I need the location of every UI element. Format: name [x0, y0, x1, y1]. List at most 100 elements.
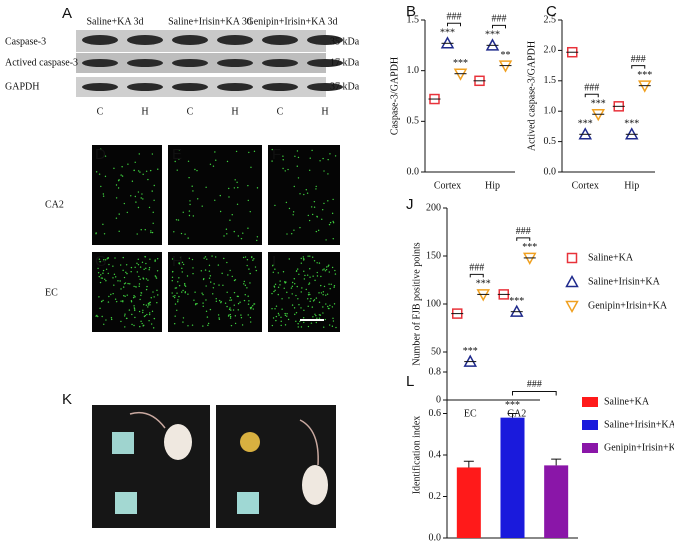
stain-dot: [273, 290, 275, 293]
stain-dot: [287, 168, 289, 171]
stain-dot: [144, 314, 147, 317]
stain-dot: [325, 239, 327, 241]
stain-dot: [98, 296, 100, 298]
stain-dot: [130, 271, 132, 273]
stain-dot: [285, 201, 288, 204]
stain-dot: [312, 300, 315, 302]
y-tick-label: 0.0: [544, 166, 557, 177]
stain-dot: [297, 177, 300, 179]
stain-dot: [296, 165, 298, 167]
stain-dot: [243, 283, 245, 285]
stain-dot: [215, 159, 217, 161]
stain-dot: [316, 262, 318, 264]
stain-dot: [173, 296, 176, 299]
comparison-label: ###: [516, 226, 531, 237]
blot-band: [262, 59, 298, 67]
stain-dot: [147, 304, 150, 306]
stain-dot: [237, 302, 240, 305]
stain-dot: [295, 294, 297, 297]
stain-dot: [333, 284, 336, 287]
stain-dot: [229, 299, 231, 302]
bracket: [492, 24, 506, 29]
stain-dot: [110, 317, 113, 319]
comparison-label: ###: [584, 83, 599, 94]
stain-dot: [226, 160, 229, 163]
stain-dot: [130, 266, 133, 269]
stain-dot: [234, 179, 236, 181]
stain-dot: [226, 291, 228, 293]
stain-dot: [136, 233, 138, 235]
y-tick-label: 0.0: [407, 166, 420, 177]
stain-dot: [286, 233, 288, 235]
stain-dot: [114, 298, 117, 300]
stain-dot: [306, 274, 309, 276]
stain-dot: [279, 280, 281, 282]
stain-dot: [100, 185, 102, 188]
y-tick-label: 0.5: [544, 136, 557, 147]
stain-dot: [294, 283, 296, 285]
stain-dot: [98, 275, 100, 278]
stain-dot: [176, 169, 178, 171]
stain-dot: [308, 169, 311, 171]
stain-dot: [176, 309, 178, 312]
stain-dot: [211, 255, 213, 257]
blot-band: [127, 83, 163, 91]
stain-dot: [178, 284, 181, 287]
stain-dot: [229, 296, 232, 299]
stain-dot: [134, 296, 136, 298]
stain-dot: [327, 173, 329, 175]
stain-dot: [231, 213, 233, 216]
stain-dot: [244, 284, 247, 287]
stain-dot: [150, 297, 152, 299]
stain-dot: [104, 155, 107, 157]
significance: ***: [463, 346, 478, 357]
stain-dot: [196, 198, 199, 200]
stain-dot: [229, 219, 231, 221]
stain-dot: [277, 312, 280, 315]
stain-dot: [313, 206, 316, 208]
stain-dot: [255, 269, 258, 272]
stain-dot: [151, 231, 154, 234]
blot-band: [217, 59, 253, 67]
stain-dot: [329, 288, 331, 290]
stain-dot: [305, 189, 307, 191]
size-label: 37 kDa: [330, 81, 360, 92]
stain-dot: [134, 266, 136, 268]
stain-dot: [182, 321, 184, 323]
stain-dot: [290, 287, 293, 289]
stain-dot: [332, 221, 335, 224]
stain-dot: [150, 230, 152, 232]
stain-dot: [231, 275, 233, 278]
stain-dot: [277, 286, 280, 289]
stain-dot: [181, 267, 183, 270]
stain-dot: [312, 316, 314, 318]
stain-dot: [246, 287, 248, 289]
stain-dot: [120, 300, 122, 302]
stain-dot: [171, 292, 173, 294]
stain-dot: [313, 260, 316, 262]
y-axis-label: Number of FJB positive points: [411, 242, 422, 365]
stain-dot: [311, 256, 314, 258]
comparison-label: ###: [447, 12, 462, 23]
stain-dot: [208, 277, 211, 279]
stain-dot: [139, 278, 141, 281]
stain-dot: [286, 291, 288, 294]
stain-dot: [195, 303, 197, 305]
stain-dot: [113, 167, 115, 170]
stain-dot: [151, 153, 154, 155]
stain-dot: [300, 326, 303, 328]
stain-dot: [131, 323, 133, 326]
stain-dot: [145, 267, 147, 270]
stain-dot: [188, 176, 190, 179]
stain-dot: [285, 281, 287, 283]
stain-dot: [97, 271, 100, 274]
stain-dot: [143, 268, 145, 271]
stain-dot: [226, 305, 228, 308]
stain-dot: [325, 294, 327, 296]
stain-dot: [176, 292, 178, 294]
stain-dot: [171, 276, 174, 279]
stain-dot: [102, 272, 104, 274]
stain-dot: [175, 287, 178, 289]
stain-dot: [187, 160, 190, 162]
stain-dot: [236, 203, 239, 205]
